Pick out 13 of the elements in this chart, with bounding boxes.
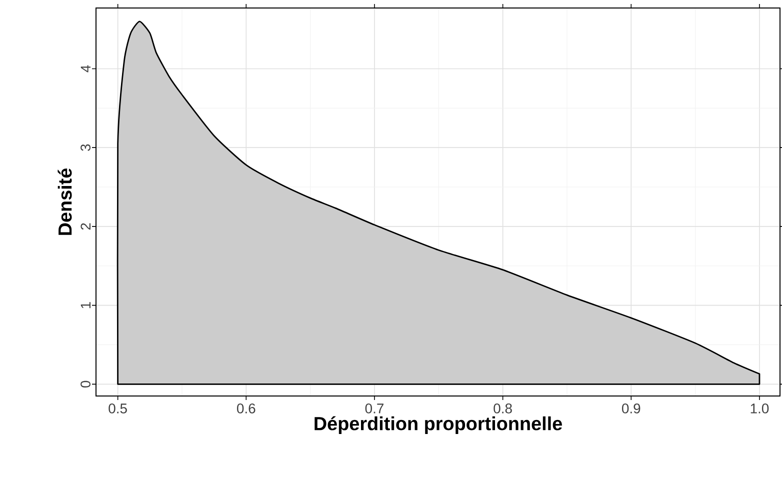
x-tick-label: 0.9 xyxy=(622,404,640,414)
y-axis-title: Densité xyxy=(58,168,72,235)
x-tick-label: 0.7 xyxy=(365,404,384,414)
x-axis-title: Déperdition proportionnelle xyxy=(314,416,562,434)
x-tick-label: 0.8 xyxy=(494,404,512,414)
x-tick-label: 1.0 xyxy=(750,404,769,414)
y-tick-label: 2 xyxy=(80,223,90,230)
y-tick-label: 4 xyxy=(80,65,90,72)
x-tick-label: 0.6 xyxy=(237,404,256,414)
x-tick-label: 0.5 xyxy=(108,404,127,414)
y-tick-label: 1 xyxy=(80,302,90,308)
y-tick-label: 0 xyxy=(80,380,90,388)
y-tick-label: 3 xyxy=(80,144,90,151)
